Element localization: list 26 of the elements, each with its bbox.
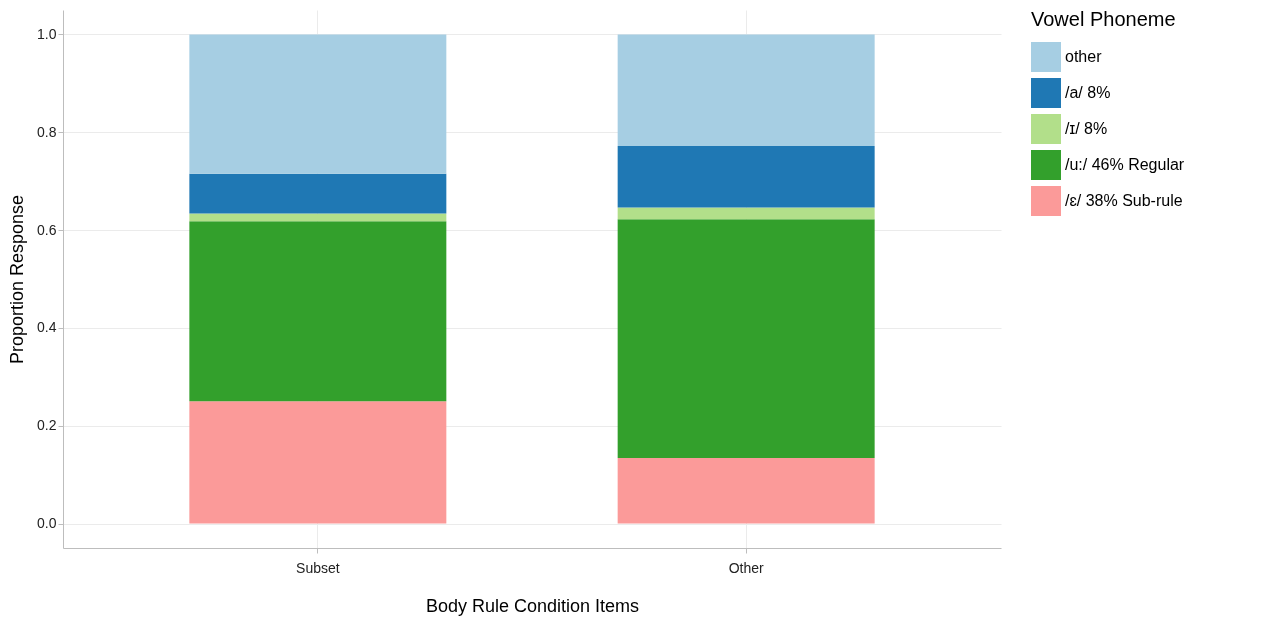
y-tick-label: 0.0: [37, 515, 57, 532]
bar: [617, 145, 875, 208]
bar: [617, 207, 875, 220]
legend-title: Vowel Phoneme: [1031, 8, 1176, 30]
bar: [617, 219, 875, 459]
legend-label: /a/ 8%: [1065, 84, 1111, 101]
bar: [189, 173, 447, 214]
x-axis-title: Body Rule Condition Items: [425, 595, 640, 616]
y-tick-label: 0.8: [37, 123, 57, 140]
legend-label: /u:/ 46% Regular: [1065, 156, 1185, 173]
x-tick-label: Other: [728, 559, 764, 576]
x-tick-label: Subset: [296, 559, 340, 576]
y-tick-label: 0.2: [37, 417, 57, 434]
bar: [617, 34, 875, 146]
legend-label: /ɛ/ 38% Sub-rule: [1065, 192, 1183, 209]
legend-label: /ɪ/ 8%: [1065, 120, 1108, 137]
bar: [189, 34, 447, 174]
y-tick-label: 1.0: [37, 25, 57, 42]
y-axis-title: Proportion Response: [7, 194, 28, 365]
bar: [189, 221, 447, 402]
y-tick-label: 0.6: [37, 221, 57, 238]
bar: [189, 401, 447, 524]
bar: [617, 458, 875, 524]
y-tick-label: 0.4: [37, 319, 57, 336]
bar: [189, 213, 447, 222]
legend-label: other: [1065, 48, 1103, 65]
